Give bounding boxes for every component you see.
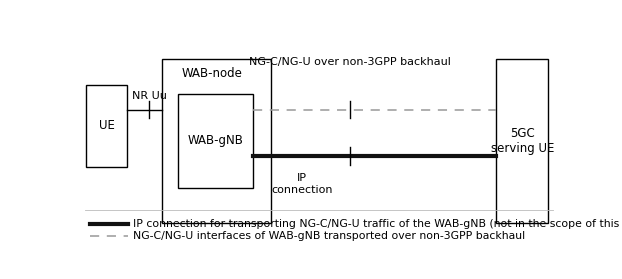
FancyBboxPatch shape — [178, 94, 253, 188]
FancyBboxPatch shape — [162, 59, 271, 223]
Text: IP connection for transporting NG-C/NG-U traffic of the WAB-gNB (not in the scop: IP connection for transporting NG-C/NG-U… — [133, 219, 622, 229]
Text: NG-C/NG-U interfaces of WAB-gNB transported over non-3GPP backhaul: NG-C/NG-U interfaces of WAB-gNB transpor… — [133, 232, 526, 242]
Text: WAB-gNB: WAB-gNB — [187, 134, 243, 147]
Text: IP
connection: IP connection — [271, 173, 333, 195]
Text: NG-C/NG-U over non-3GPP backhaul: NG-C/NG-U over non-3GPP backhaul — [249, 57, 451, 67]
FancyBboxPatch shape — [86, 85, 128, 167]
Text: WAB-node: WAB-node — [182, 67, 242, 80]
FancyBboxPatch shape — [496, 59, 548, 223]
Text: NR Uu: NR Uu — [132, 91, 167, 101]
Text: UE: UE — [99, 119, 115, 132]
Text: 5GC
serving UE: 5GC serving UE — [491, 127, 554, 155]
